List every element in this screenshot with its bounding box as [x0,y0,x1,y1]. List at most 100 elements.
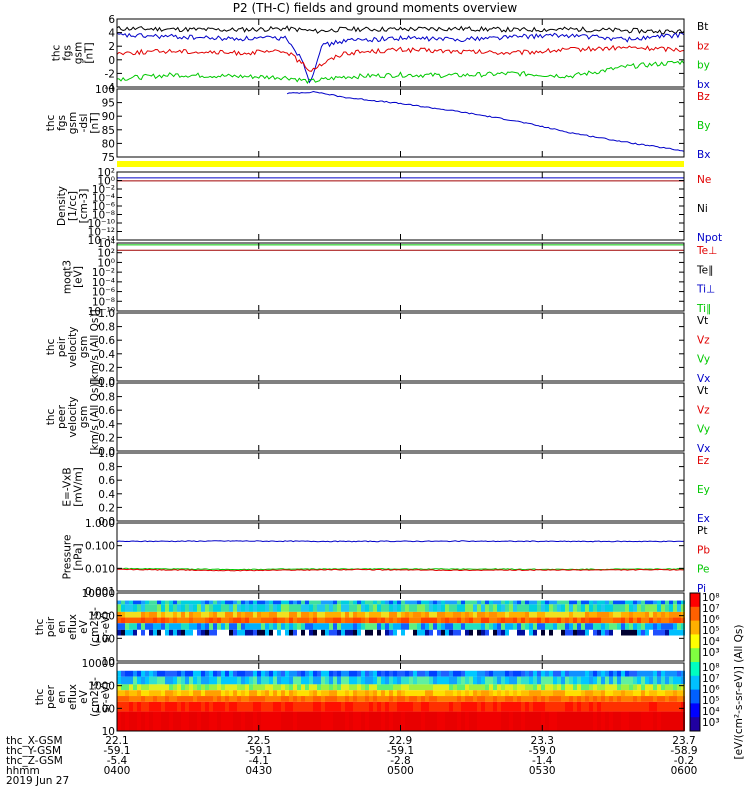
heatmap-cell [345,701,349,712]
heatmap-cell [541,676,545,685]
heatmap-cell [201,617,205,624]
heatmap-cell [329,696,333,702]
heatmap-cell [617,670,621,677]
heatmap-cell [521,604,525,612]
heatmap-cell [365,611,369,618]
heatmap-cell [553,617,557,624]
heatmap-cell [405,676,409,685]
heatmap-cell [373,684,377,691]
heatmap-cell [253,623,257,630]
heatmap-cell [629,701,633,712]
heatmap-cell [137,670,141,677]
heatmap-cell [285,684,289,691]
heatmap-cell [477,701,481,712]
heatmap-cell [577,604,581,612]
heatmap-cell [549,676,553,685]
heatmap-cell [405,600,409,605]
heatmap-cell [233,617,237,624]
heatmap-cell [189,611,193,618]
heatmap-cell [625,629,629,636]
heatmap-cell [393,711,397,731]
heatmap-cell [617,676,621,685]
heatmap-cell [153,690,157,697]
heatmap-cell [645,684,649,691]
heatmap-cell [117,676,121,685]
heatmap-cell [649,711,653,731]
heatmap-cell [509,670,513,677]
heatmap-cell [541,701,545,712]
heatmap-cell [401,670,405,677]
heatmap-cell [321,623,325,630]
heatmap-cell [281,711,285,731]
heatmap-cell [233,696,237,702]
heatmap-cell [405,696,409,702]
heatmap-cell [577,684,581,691]
heatmap-cell [353,690,357,697]
heatmap-cell [653,690,657,697]
heatmap-cell [405,711,409,731]
heatmap-cell [237,617,241,624]
colorbar-segment [690,662,700,677]
heatmap-cell [121,670,125,677]
heatmap-cell [533,711,537,731]
heatmap-cell [369,676,373,685]
heatmap-cell [413,684,417,691]
heatmap-cell [677,670,681,677]
heatmap-cell [349,711,353,731]
heatmap-cell [565,711,569,731]
heatmap-cell [601,629,605,636]
heatmap-cell [289,611,293,618]
heatmap-cell [273,629,277,636]
heatmap-cell [209,690,213,697]
heatmap-cell [453,604,457,612]
heatmap-cell [421,711,425,731]
heatmap-cell [601,600,605,605]
heatmap-cell [237,711,241,731]
heatmap-cell [165,670,169,677]
heatmap-cell [361,676,365,685]
heatmap-cell [493,604,497,612]
colorbar-tick-label: 10³ [702,717,720,729]
heatmap-cell [617,711,621,731]
heatmap-cell [457,629,461,636]
heatmap-cell [593,604,597,612]
heatmap-cell [409,676,413,685]
heatmap-cell [353,684,357,691]
heatmap-cell [429,690,433,697]
heatmap-cell [613,670,617,677]
heatmap-cell [625,676,629,685]
series-line [116,567,685,571]
heatmap-cell [149,684,153,691]
heatmap-cell [141,701,145,712]
heatmap-cell [425,600,429,605]
heatmap-cell [617,701,621,712]
heatmap-cell [305,684,309,691]
heatmap-cell [333,629,337,636]
heatmap-cell [285,690,289,697]
heatmap-cell [609,711,613,731]
y-tick-label: 10⁻⁶ [92,201,115,213]
y-tick-label: 1.000 [85,518,115,530]
heatmap-cell [389,617,393,624]
heatmap-cell [429,670,433,677]
heatmap-cell [281,696,285,702]
heatmap-cell [245,604,249,612]
heatmap-cell [441,604,445,612]
heatmap-cell [233,670,237,677]
heatmap-cell [201,711,205,731]
heatmap-cell [153,696,157,702]
heatmap-cell [617,611,621,618]
heatmap-cell [601,701,605,712]
heatmap-cell [653,611,657,618]
heatmap-cell [573,676,577,685]
heatmap-cell [317,690,321,697]
heatmap-cell [533,629,537,636]
heatmap-cell [629,623,633,630]
heatmap-cell [449,617,453,624]
heatmap-cell [373,600,377,605]
heatmap-cell [573,684,577,691]
heatmap-cell [593,600,597,605]
heatmap-cell [153,600,157,605]
colorbar-tick-label: 10⁴ [702,706,720,718]
heatmap-cell [465,611,469,618]
